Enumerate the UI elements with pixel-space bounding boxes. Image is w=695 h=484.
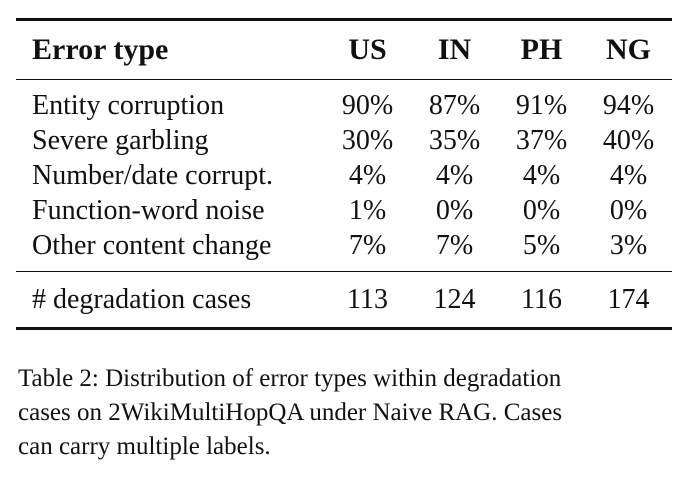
error-type-table: Error type US IN PH NG Entity corruption… bbox=[16, 18, 672, 330]
table-cell: 4% bbox=[609, 159, 648, 191]
row-label: Other content change bbox=[32, 229, 272, 261]
table-cell: 4% bbox=[435, 159, 474, 191]
row-label: Function-word noise bbox=[32, 194, 265, 226]
table-row: Entity corruption 90% 87% 91% 94% bbox=[16, 80, 672, 124]
table-cell: 0% bbox=[609, 194, 648, 226]
error-type-table-container: Error type US IN PH NG Entity corruption… bbox=[16, 18, 672, 330]
table-cell: 0% bbox=[522, 194, 561, 226]
table-cell: 4% bbox=[348, 159, 387, 191]
table-row: Severe garbling 30% 35% 37% 40% bbox=[16, 123, 672, 158]
total-cell: 124 bbox=[411, 271, 498, 330]
caption-line: can carry multiple labels. bbox=[18, 433, 271, 460]
row-label: Number/date corrupt. bbox=[32, 159, 274, 191]
table-cell: 37% bbox=[515, 124, 568, 156]
column-header-us: US bbox=[324, 18, 411, 80]
caption-line: cases on 2WikiMultiHopQA under Naive RAG… bbox=[18, 399, 563, 426]
table-cell: 7% bbox=[348, 229, 387, 261]
table-cell: 4% bbox=[522, 159, 561, 191]
row-label: Entity corruption bbox=[32, 89, 225, 121]
table-cell: 30% bbox=[341, 124, 394, 156]
caption-line: Table 2: Distribution of error types wit… bbox=[18, 365, 562, 392]
row-label: Severe garbling bbox=[32, 124, 209, 156]
total-cell: 174 bbox=[585, 271, 672, 330]
table-row: Function-word noise 1% 0% 0% 0% bbox=[16, 193, 672, 228]
table-cell: 40% bbox=[602, 124, 655, 156]
table-total-row: # degradation cases 113 124 116 174 bbox=[16, 271, 672, 330]
table-caption: Table 2: Distribution of error types wit… bbox=[18, 362, 680, 464]
table-cell: 3% bbox=[609, 229, 648, 261]
column-header-in: IN bbox=[411, 18, 498, 80]
table-cell: 87% bbox=[428, 89, 481, 121]
table-cell: 7% bbox=[435, 229, 474, 261]
total-row-label: # degradation cases bbox=[16, 271, 324, 330]
column-header-error-type: Error type bbox=[16, 18, 324, 80]
table-row: Number/date corrupt. 4% 4% 4% 4% bbox=[16, 158, 672, 193]
table-cell: 94% bbox=[602, 89, 655, 121]
table-cell: 91% bbox=[515, 89, 568, 121]
total-cell: 116 bbox=[498, 271, 585, 330]
table-cell: 5% bbox=[522, 229, 561, 261]
table-cell: 1% bbox=[348, 194, 387, 226]
column-header-ng: NG bbox=[585, 18, 672, 80]
column-header-ph: PH bbox=[498, 18, 585, 80]
table-header-row: Error type US IN PH NG bbox=[16, 18, 672, 80]
table-cell: 90% bbox=[341, 89, 394, 121]
table-row: Other content change 7% 7% 5% 3% bbox=[16, 228, 672, 272]
total-cell: 113 bbox=[324, 271, 411, 330]
table-cell: 35% bbox=[428, 124, 481, 156]
table-cell: 0% bbox=[435, 194, 474, 226]
